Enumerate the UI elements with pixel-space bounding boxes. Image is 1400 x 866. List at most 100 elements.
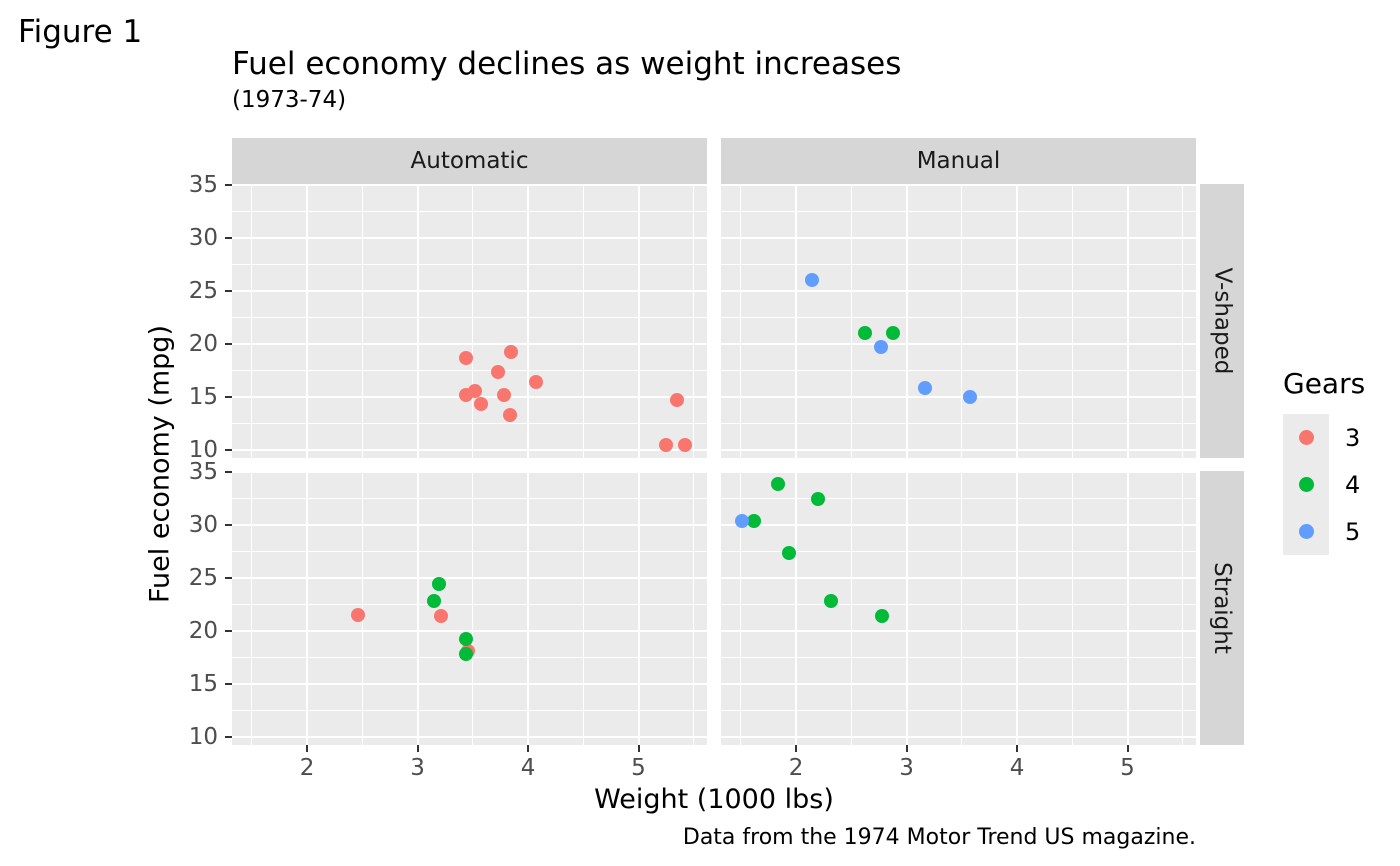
gridline-major-horizontal bbox=[232, 576, 707, 579]
data-point-gear-3 bbox=[351, 607, 366, 622]
data-point-gear-4 bbox=[885, 326, 900, 341]
gridline-major-vertical bbox=[527, 471, 530, 745]
data-point-gear-4 bbox=[811, 492, 826, 507]
y-axis-tick-label: 25 bbox=[188, 277, 218, 304]
legend-label: 5 bbox=[1345, 517, 1361, 546]
data-point-gear-5 bbox=[918, 381, 933, 396]
gridline-major-vertical bbox=[416, 184, 419, 458]
data-point-gear-5 bbox=[874, 339, 889, 354]
data-point-gear-3 bbox=[473, 397, 488, 412]
legend-label: 4 bbox=[1345, 470, 1361, 499]
gridline-major-horizontal bbox=[232, 523, 707, 526]
gridline-major-horizontal bbox=[721, 184, 1196, 186]
gridline-minor-horizontal bbox=[721, 316, 1196, 318]
gridline-major-horizontal bbox=[721, 395, 1196, 398]
data-point-gear-4 bbox=[824, 594, 839, 609]
gridline-major-horizontal bbox=[721, 682, 1196, 685]
y-axis-tick-mark bbox=[225, 523, 232, 526]
gridline-minor-vertical bbox=[740, 184, 742, 458]
gridline-major-vertical bbox=[1126, 184, 1129, 458]
facet-panel-manual-vshaped bbox=[721, 184, 1196, 458]
data-point-gear-3 bbox=[678, 438, 693, 453]
legend-key-swatch bbox=[1283, 414, 1329, 461]
gridline-major-horizontal bbox=[721, 629, 1196, 632]
data-point-gear-3 bbox=[459, 350, 474, 365]
gridline-major-horizontal bbox=[721, 236, 1196, 239]
x-axis-tick-mark bbox=[637, 745, 640, 752]
gridline-minor-vertical bbox=[693, 184, 695, 458]
gridline-major-horizontal bbox=[721, 576, 1196, 579]
gridline-major-vertical bbox=[1016, 471, 1019, 745]
y-axis-tick-label: 30 bbox=[188, 224, 218, 251]
x-axis-tick-label: 3 bbox=[899, 755, 914, 781]
gridline-minor-horizontal bbox=[721, 263, 1196, 265]
gridline-minor-vertical bbox=[961, 184, 963, 458]
x-axis-tick-label: 5 bbox=[1120, 755, 1135, 781]
y-axis-tick-mark bbox=[225, 236, 232, 239]
x-axis-title: Weight (1000 lbs) bbox=[594, 784, 834, 815]
legend-dot-icon bbox=[1298, 430, 1314, 445]
data-point-gear-4 bbox=[431, 577, 446, 592]
gridline-major-vertical bbox=[306, 184, 309, 458]
legend-title: Gears bbox=[1283, 367, 1366, 400]
gridline-major-vertical bbox=[1016, 184, 1019, 458]
x-axis-tick-label: 4 bbox=[520, 755, 536, 781]
gridline-minor-vertical bbox=[251, 471, 253, 745]
facet-row-strip-label: V-shaped bbox=[1209, 267, 1236, 375]
legend-key-swatch bbox=[1283, 508, 1329, 555]
y-axis-tick-mark bbox=[225, 289, 232, 292]
gridline-minor-horizontal bbox=[721, 497, 1196, 499]
y-axis-tick-mark bbox=[225, 448, 232, 451]
data-point-gear-4 bbox=[459, 647, 474, 662]
gridline-major-horizontal bbox=[232, 184, 707, 186]
data-point-gear-4 bbox=[875, 608, 890, 623]
data-point-gear-4 bbox=[459, 632, 474, 647]
facet-panel-manual-straight bbox=[721, 471, 1196, 745]
legend: Gears 3 4 5 bbox=[1283, 368, 1365, 555]
gridline-minor-vertical bbox=[582, 471, 584, 745]
gridline-minor-horizontal bbox=[721, 210, 1196, 212]
y-axis-tick-label: 15 bbox=[188, 670, 218, 697]
legend-key-swatch bbox=[1283, 461, 1329, 508]
gridline-minor-horizontal bbox=[721, 709, 1196, 711]
legend-keys: 3 4 5 bbox=[1283, 414, 1365, 555]
data-point-gear-4 bbox=[781, 546, 796, 561]
x-axis-tick-mark bbox=[795, 745, 798, 752]
gridline-major-horizontal bbox=[232, 236, 707, 239]
gridline-major-horizontal bbox=[721, 342, 1196, 345]
y-axis-tick-mark bbox=[225, 682, 232, 685]
y-axis-tick-mark bbox=[225, 470, 232, 473]
gridline-minor-horizontal bbox=[721, 422, 1196, 424]
data-point-gear-5 bbox=[804, 273, 819, 288]
gridline-minor-vertical bbox=[472, 184, 474, 458]
gridline-minor-vertical bbox=[740, 471, 742, 745]
chart-title: Fuel economy declines as weight increase… bbox=[232, 46, 902, 82]
gridline-major-horizontal bbox=[721, 289, 1196, 292]
gridline-minor-horizontal bbox=[721, 603, 1196, 605]
gridline-major-vertical bbox=[905, 471, 908, 745]
gridline-major-horizontal bbox=[232, 289, 707, 292]
y-axis-tick-label: 35 bbox=[188, 171, 218, 198]
gridline-minor-horizontal bbox=[232, 709, 707, 711]
y-axis-tick-mark bbox=[225, 735, 232, 738]
x-axis-tick-mark bbox=[527, 745, 530, 752]
gridline-major-vertical bbox=[637, 471, 640, 745]
data-point-gear-3 bbox=[503, 345, 518, 360]
gridline-minor-horizontal bbox=[232, 497, 707, 499]
gridline-major-horizontal bbox=[232, 682, 707, 685]
y-axis-tick-mark bbox=[225, 629, 232, 632]
gridline-major-vertical bbox=[795, 184, 798, 458]
facet-row-strip-label: Straight bbox=[1209, 562, 1236, 654]
gridline-major-vertical bbox=[1126, 471, 1129, 745]
x-axis-tick-label: 2 bbox=[299, 755, 315, 781]
gridline-minor-horizontal bbox=[721, 369, 1196, 371]
gridline-minor-vertical bbox=[693, 471, 695, 745]
facet-panel-automatic-vshaped bbox=[232, 184, 707, 458]
y-axis-tick-label: 25 bbox=[188, 564, 218, 591]
gridline-minor-horizontal bbox=[232, 210, 707, 212]
facet-row-strip-vshaped: V-shaped bbox=[1200, 184, 1244, 458]
legend-dot-icon bbox=[1298, 524, 1314, 539]
gridline-minor-vertical bbox=[361, 184, 363, 458]
data-point-gear-4 bbox=[746, 513, 761, 528]
x-axis-tick-label: 5 bbox=[631, 755, 646, 781]
